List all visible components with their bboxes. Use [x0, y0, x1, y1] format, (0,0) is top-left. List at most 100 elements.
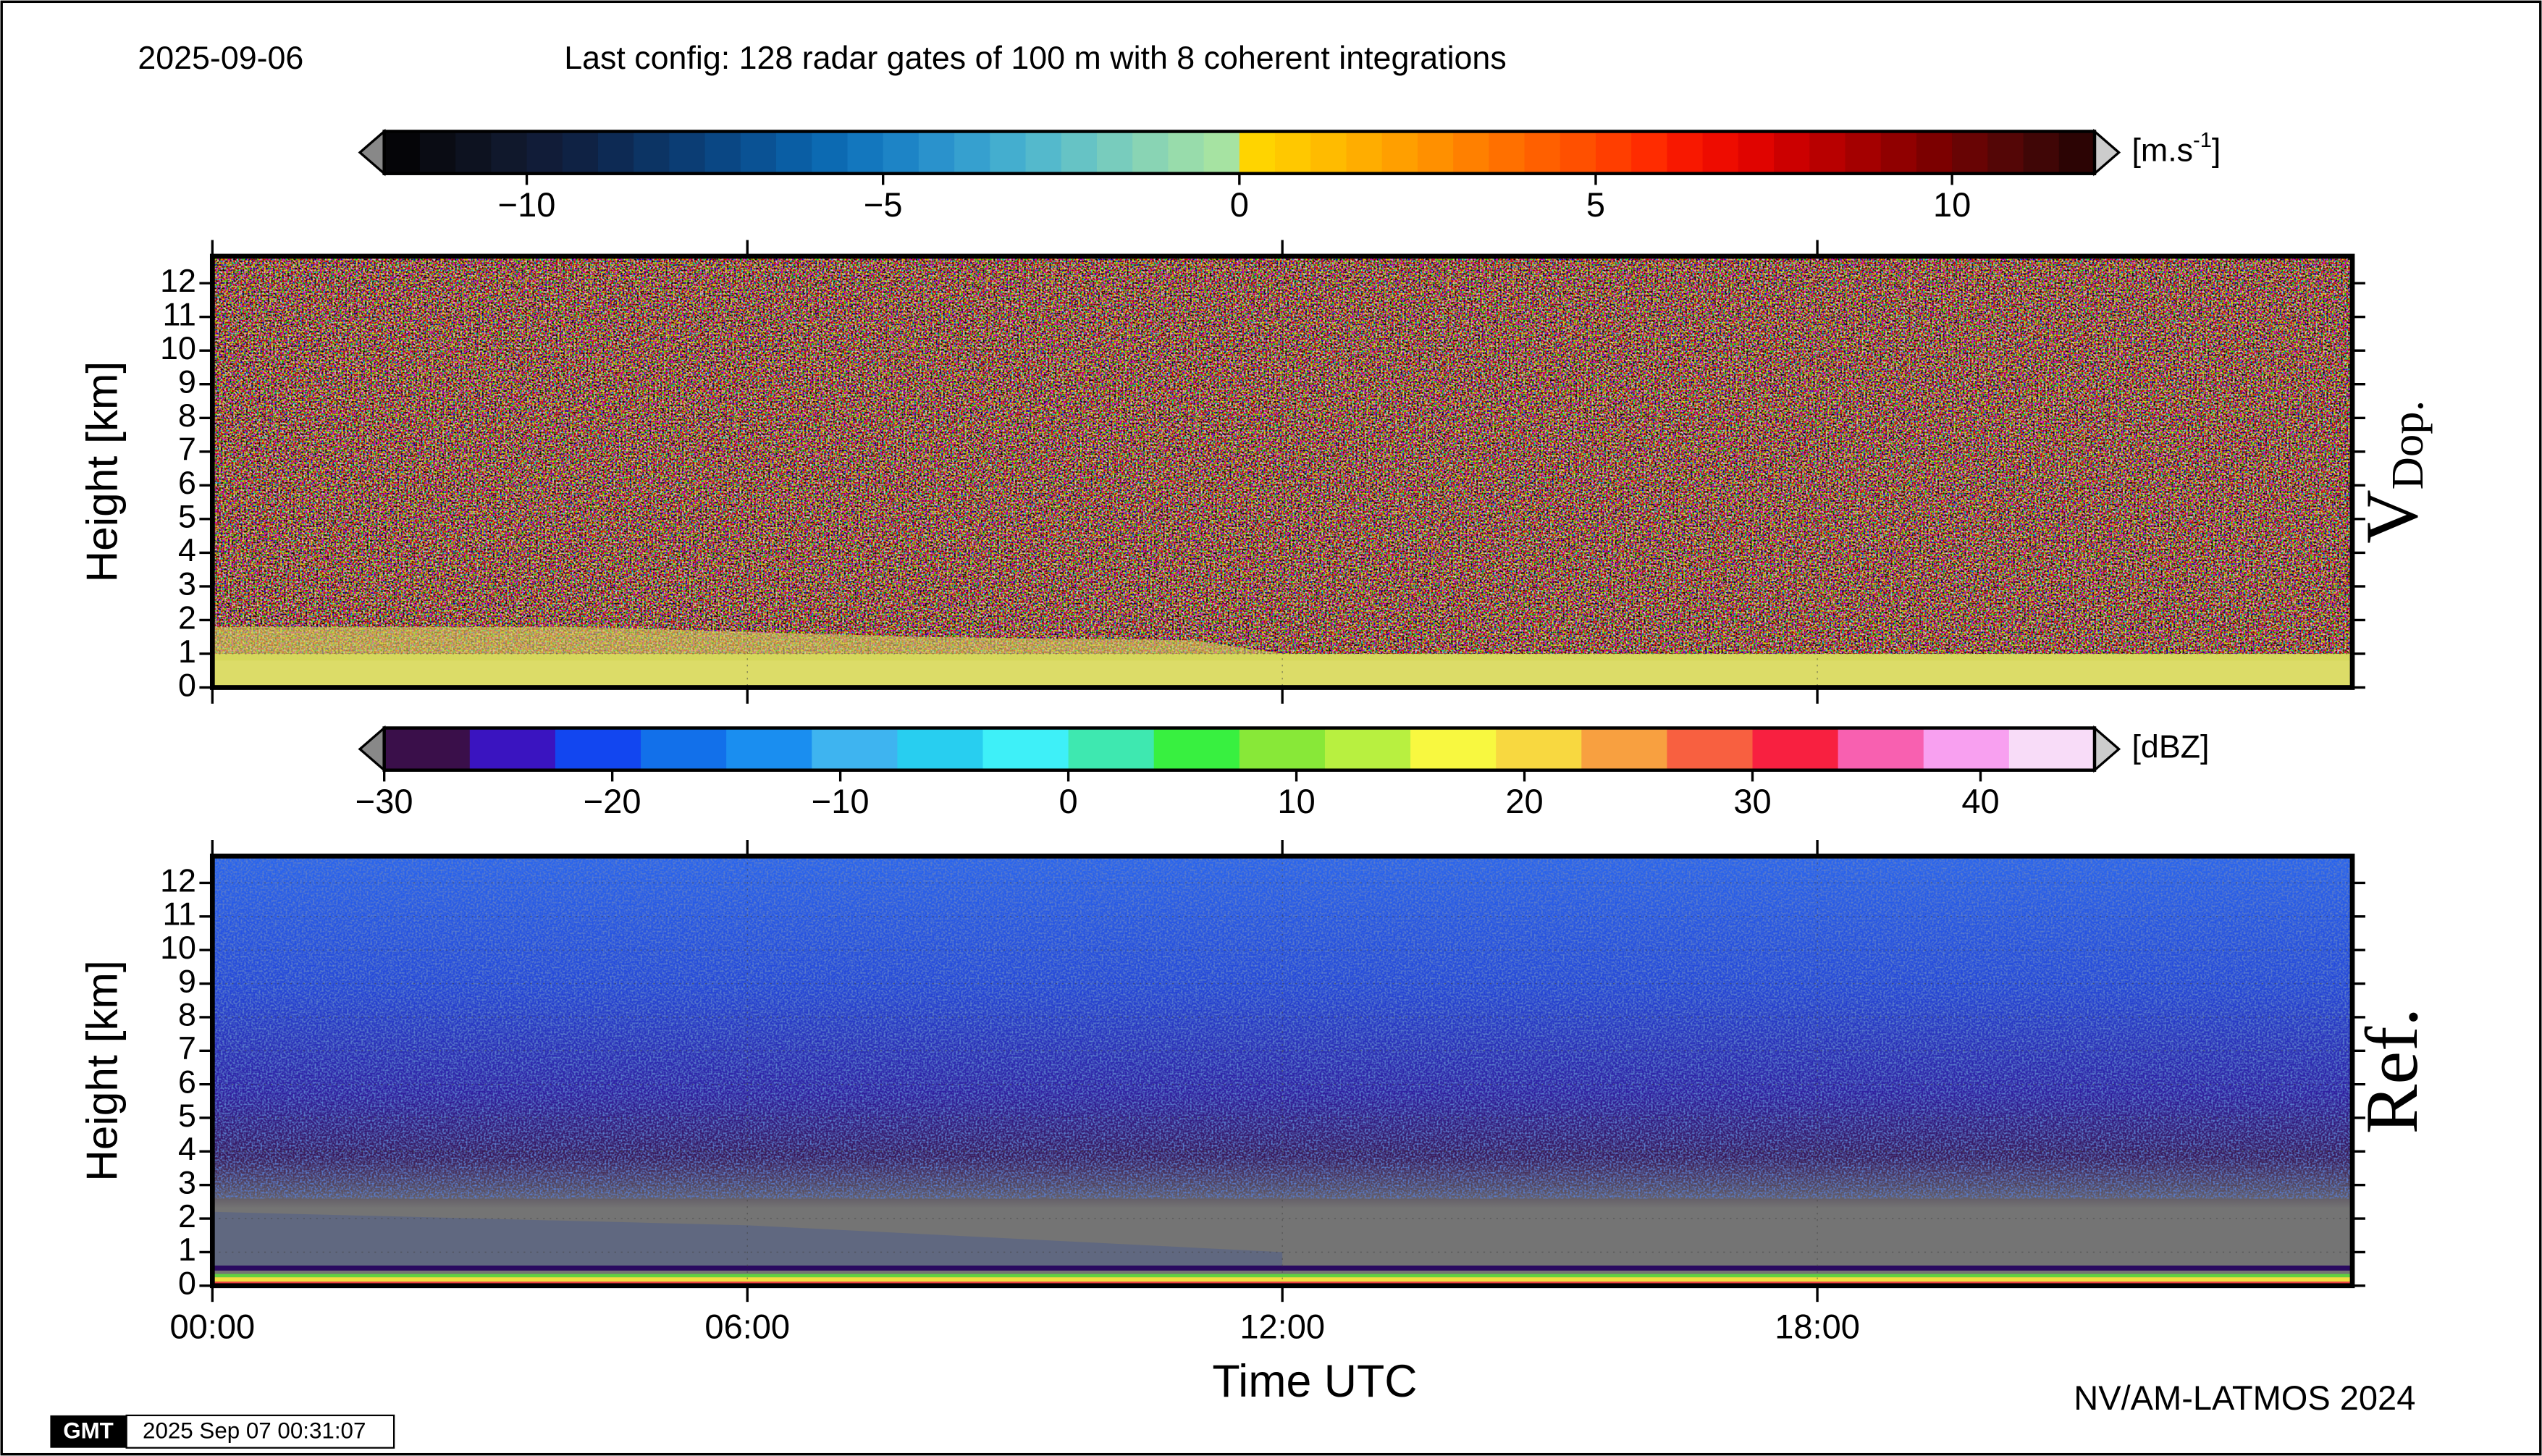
x-tick-label: 06:00 — [704, 1308, 790, 1346]
heatmap-band-dark — [212, 1265, 2353, 1271]
x-tick-label: 18:00 — [1775, 1308, 1860, 1346]
colorbar-segment — [2008, 728, 2095, 770]
colorbar-segment — [455, 131, 492, 174]
y-tick-label: 10 — [160, 930, 196, 966]
colorbar-segment — [1239, 728, 1326, 770]
colorbar-segment — [1987, 131, 2024, 174]
y-tick-label: 5 — [178, 1098, 196, 1134]
colorbar-frame — [382, 726, 2097, 772]
y-tick-label: 12 — [160, 263, 196, 299]
colorbar-segment — [1880, 131, 1917, 174]
colorbar-segment — [1324, 728, 1411, 770]
colorbar-tick-label: −30 — [355, 782, 413, 820]
colorbar-segment — [1809, 131, 1846, 174]
colorbar-segment — [1667, 131, 1704, 174]
y-axis-label: Height [km] — [77, 361, 127, 583]
footer: NV/AM-LATMOS 2024 — [2074, 1379, 2415, 1417]
y-tick-label: 7 — [178, 1030, 196, 1066]
panel-label-main: V — [2351, 489, 2433, 543]
colorbar-tick-label: 10 — [1933, 185, 1971, 224]
colorbar-segment — [1496, 728, 1583, 770]
colorbar-segment — [1132, 131, 1169, 174]
colorbar-tick-label: 20 — [1505, 782, 1543, 820]
y-tick-label: 9 — [178, 963, 196, 999]
colorbar-segment — [726, 728, 813, 770]
colorbar-segment — [1203, 131, 1240, 174]
panel-label: VDop. — [2351, 400, 2433, 544]
colorbar-label: [m.s-1] — [2131, 129, 2221, 169]
colorbar-segment — [1838, 728, 1924, 770]
heatmap-band-green — [212, 1274, 2353, 1278]
y-tick-label: 9 — [178, 364, 196, 400]
y-tick-label: 10 — [160, 330, 196, 366]
heatmap-noise — [212, 856, 2353, 1199]
colorbar-segment — [1916, 131, 1953, 174]
y-tick-label: 11 — [162, 296, 195, 332]
colorbar-tick-label: −5 — [864, 185, 903, 224]
colorbar-segment — [740, 131, 777, 174]
colorbar-label-part: -1 — [2193, 129, 2212, 152]
colorbar-segment — [883, 131, 919, 174]
colorbar-segment — [1239, 131, 1276, 174]
colorbar-segment — [1581, 728, 1668, 770]
colorbar-segment — [1068, 728, 1155, 770]
colorbar-arrow-right — [2093, 725, 2121, 773]
colorbar-segment — [1631, 131, 1668, 174]
plot-frame — [209, 253, 2355, 690]
colorbar-segment — [1752, 728, 1839, 770]
gmt-logo-box — [50, 1415, 127, 1448]
colorbar-tick-label: 0 — [1059, 782, 1078, 820]
colorbar-segment — [982, 728, 1069, 770]
colorbar-segment — [990, 131, 1027, 174]
y-tick-label: 4 — [178, 1131, 196, 1167]
gmt-logo: GMT — [63, 1418, 114, 1444]
colorbar-label-part: ] — [2212, 132, 2221, 168]
colorbar-tick-label: 0 — [1230, 185, 1249, 224]
colorbar-segment — [669, 131, 706, 174]
colorbar-segment — [384, 131, 421, 174]
colorbar-tick-label: −10 — [498, 185, 556, 224]
colorbar-segment — [555, 728, 641, 770]
colorbar-segment — [641, 728, 728, 770]
colorbar-segment — [1923, 728, 2010, 770]
y-tick-label: 6 — [178, 1064, 196, 1100]
colorbar-segment — [812, 728, 898, 770]
colorbar-segment — [776, 131, 813, 174]
y-tick-label: 12 — [160, 862, 196, 899]
panel-label-main: Ref. — [2351, 1008, 2433, 1134]
colorbar-segment — [1702, 131, 1739, 174]
colorbar-segment — [2058, 131, 2095, 174]
colorbar-segment — [634, 131, 670, 174]
config: Last config: 128 radar gates of 100 m wi… — [564, 40, 1506, 76]
colorbar-segment — [597, 131, 635, 174]
colorbar-segment — [1410, 728, 1497, 770]
panel-label: Ref. — [2351, 1008, 2433, 1134]
colorbar-segment — [469, 728, 556, 770]
colorbar-segment — [704, 131, 741, 174]
colorbar-segment — [847, 131, 884, 174]
colorbar-arrow-left — [358, 725, 386, 773]
y-tick-label: 0 — [178, 667, 196, 703]
colorbar-segment — [1168, 131, 1205, 174]
y-axis-label: Height [km] — [77, 960, 127, 1182]
colorbar-segment — [1667, 728, 1754, 770]
y-tick-label: 8 — [178, 997, 196, 1033]
x-tick-label: 12:00 — [1240, 1308, 1325, 1346]
colorbar-tick-label: 10 — [1277, 782, 1315, 820]
colorbar-segment — [954, 131, 991, 174]
colorbar-segment — [812, 131, 849, 174]
colorbar-tick-label: 40 — [1961, 782, 1999, 820]
x-axis-label: Time UTC — [1212, 1356, 1417, 1407]
y-tick-label: 1 — [178, 634, 196, 670]
colorbar-segment — [1774, 131, 1811, 174]
colorbar-segment — [384, 728, 471, 770]
colorbar-segment — [1275, 131, 1312, 174]
y-tick-label: 0 — [178, 1266, 196, 1302]
panel-label-sub: Dop. — [2382, 400, 2433, 490]
colorbar-segment — [1310, 131, 1347, 174]
colorbar-segment — [1952, 131, 1989, 174]
colorbar-segment — [897, 728, 984, 770]
y-tick-label: 5 — [178, 499, 196, 535]
heatmap-band-yellow — [212, 1277, 2353, 1282]
colorbar-segment — [1061, 131, 1098, 174]
